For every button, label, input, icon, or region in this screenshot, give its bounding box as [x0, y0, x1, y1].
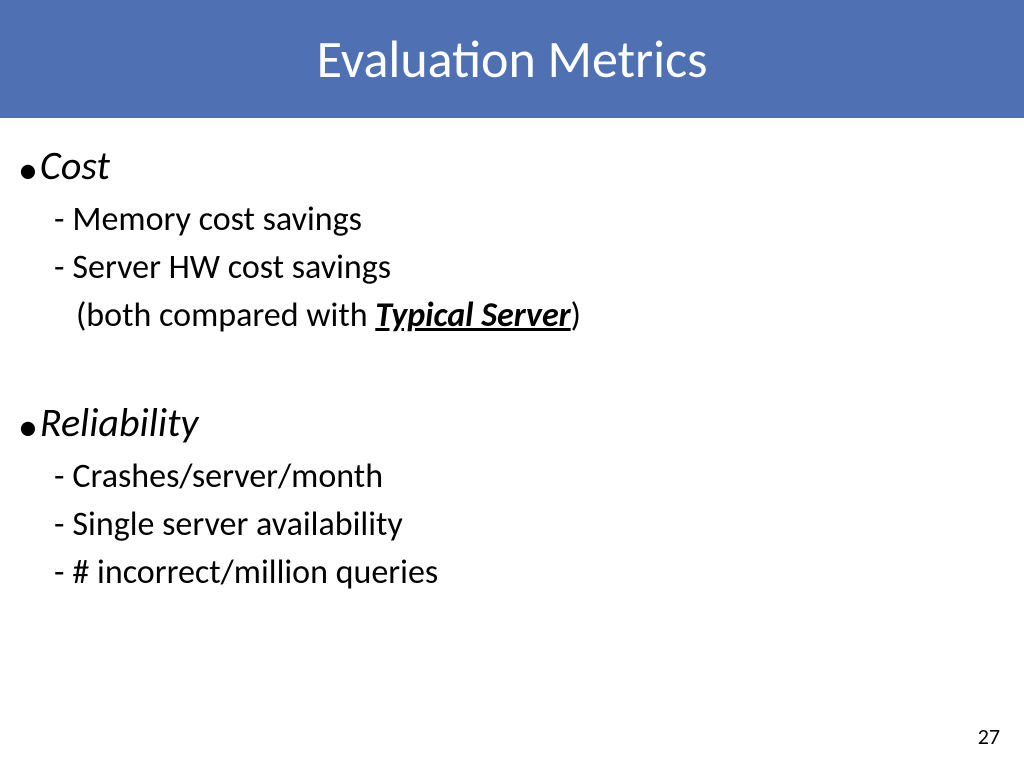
list-item-text: Crashes/server/month: [72, 455, 383, 499]
title-bar: Evaluation Metrics: [0, 0, 1024, 118]
slide-content: • Cost - Memory cost savings - Server HW…: [0, 118, 1024, 595]
continuation-suffix: ): [571, 295, 581, 336]
list-item-text: Single server availability: [72, 503, 402, 547]
list-item-text: # incorrect/million queries: [72, 551, 438, 595]
section-heading-reliability: • Reliability: [18, 399, 1006, 447]
list-item: - Single server availability: [54, 503, 1006, 547]
dash-marker-icon: -: [54, 456, 64, 497]
dash-marker-icon: -: [54, 552, 64, 593]
slide-title: Evaluation Metrics: [317, 27, 708, 91]
list-item: - # incorrect/million queries: [54, 551, 1006, 595]
list-item-continuation: (both compared with Typical Server): [76, 294, 1006, 338]
list-item: - Server HW cost savings: [54, 246, 1006, 290]
section-heading-cost: • Cost: [18, 142, 1006, 190]
section-heading-text: Cost: [40, 142, 110, 190]
section-heading-text: Reliability: [40, 399, 198, 447]
dash-marker-icon: -: [54, 247, 64, 288]
dash-marker-icon: -: [54, 504, 64, 545]
section-gap: [18, 343, 1006, 399]
list-item-text: Server HW cost savings: [72, 246, 391, 290]
dash-marker-icon: -: [54, 199, 64, 240]
list-item: - Memory cost savings: [54, 198, 1006, 242]
page-number: 27: [978, 723, 1000, 750]
continuation-emphasis: Typical Server: [375, 295, 570, 336]
list-item: - Crashes/server/month: [54, 455, 1006, 499]
continuation-prefix: (both compared with: [76, 295, 375, 336]
list-item-text: Memory cost savings: [72, 198, 362, 242]
bullet-marker-icon: •: [18, 150, 38, 190]
bullet-marker-icon: •: [18, 407, 38, 447]
